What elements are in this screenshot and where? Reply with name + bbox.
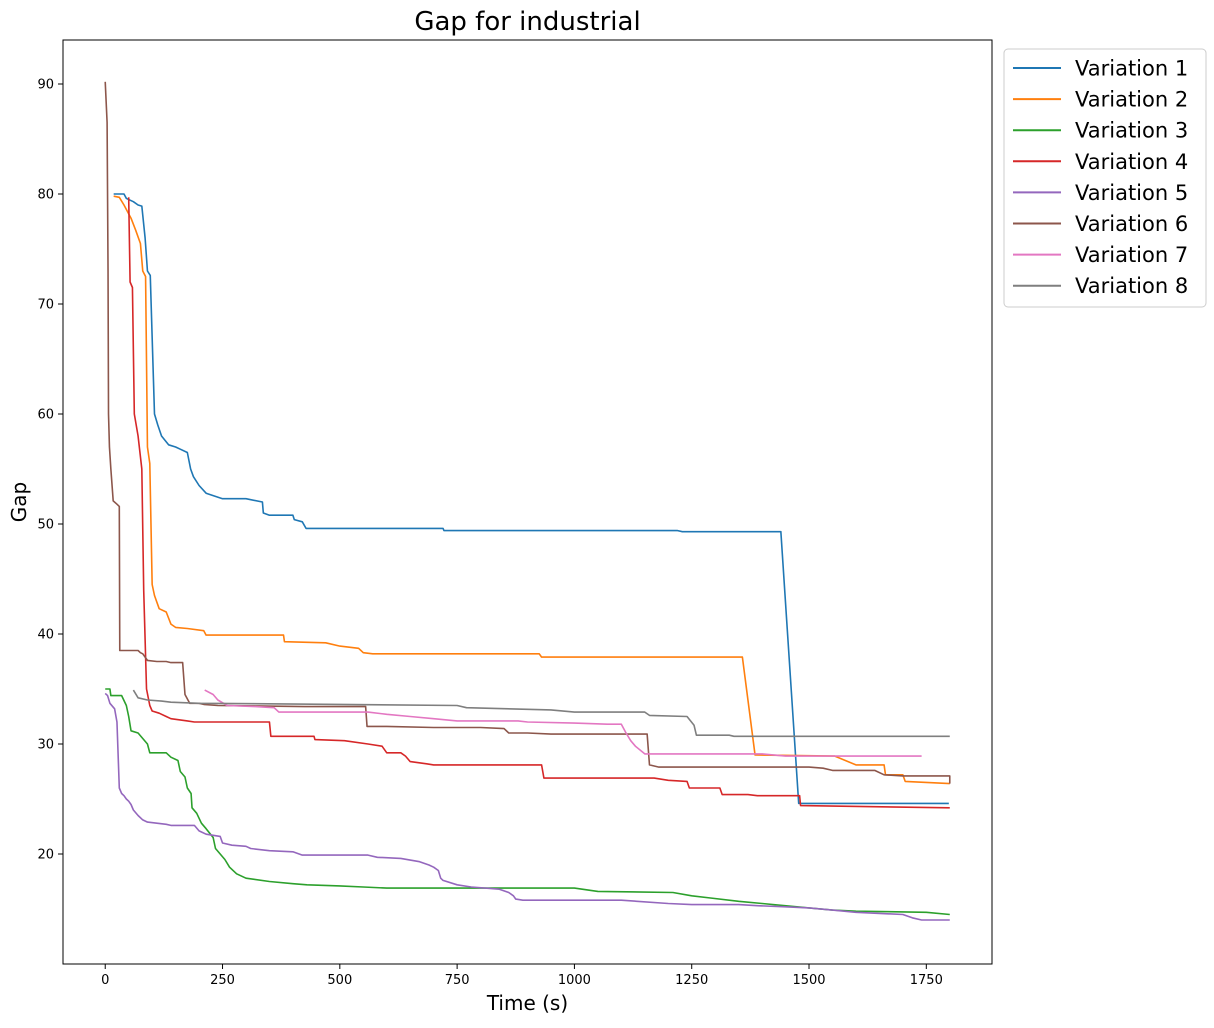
plot-frame xyxy=(62,39,993,965)
series-line-7 xyxy=(204,689,922,757)
x-tick-label: 250 xyxy=(210,973,235,988)
y-tick-label: 70 xyxy=(37,298,54,313)
legend-label-5: Variation 5 xyxy=(1075,181,1188,205)
ticks-layer: 0 250 500 750 1000 1250 1500 1750 20 30 40 50 60 70 80… xyxy=(37,78,942,989)
series-line-4 xyxy=(127,197,950,809)
x-tick-label: 750 xyxy=(445,973,470,988)
legend: Variation 1 Variation 2 Variation 3 Variati… xyxy=(1003,48,1207,308)
chart-title: Gap for industrial xyxy=(414,7,640,37)
series-line-5 xyxy=(104,692,950,921)
y-tick-label: 80 xyxy=(37,188,54,203)
series-line-3 xyxy=(105,688,950,916)
x-tick-label: 1750 xyxy=(910,973,943,988)
series-line-8 xyxy=(132,689,950,738)
y-tick-label: 20 xyxy=(37,848,54,863)
x-tick-label: 1000 xyxy=(558,973,591,988)
x-axis-label: Time (s) xyxy=(486,991,568,1015)
y-tick-label: 50 xyxy=(37,518,54,533)
x-tick-label: 1250 xyxy=(675,973,708,988)
series-layer xyxy=(104,81,951,921)
legend-label-2: Variation 2 xyxy=(1075,88,1188,112)
legend-label-8: Variation 8 xyxy=(1075,274,1188,298)
legend-label-1: Variation 1 xyxy=(1075,57,1188,81)
legend-box xyxy=(1003,48,1207,308)
y-tick-label: 90 xyxy=(37,78,54,93)
y-tick-label: 30 xyxy=(37,738,54,753)
x-tick-label: 1500 xyxy=(792,973,825,988)
y-tick-label: 40 xyxy=(37,628,54,643)
series-line-1 xyxy=(113,193,949,805)
y-axis-label: Gap xyxy=(7,482,31,522)
y-tick-label: 60 xyxy=(37,408,54,423)
legend-label-4: Variation 4 xyxy=(1075,150,1188,174)
series-line-6 xyxy=(104,81,951,784)
legend-label-7: Variation 7 xyxy=(1075,243,1188,267)
legend-label-3: Variation 3 xyxy=(1075,119,1188,143)
x-tick-label: 0 xyxy=(101,973,109,988)
x-tick-label: 500 xyxy=(327,973,352,988)
series-line-2 xyxy=(113,195,950,785)
legend-label-6: Variation 6 xyxy=(1075,212,1188,236)
